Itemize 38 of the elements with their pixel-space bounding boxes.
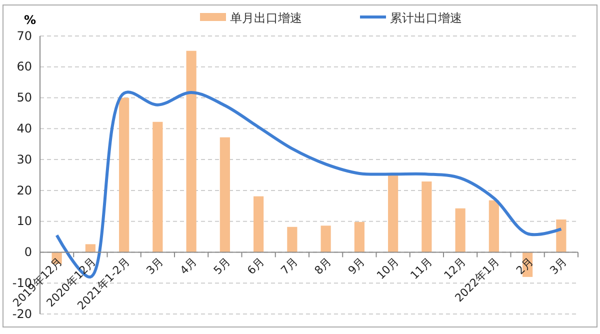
y-tick-label: 60 — [16, 60, 32, 74]
x-tick-label: 9月 — [346, 255, 368, 278]
bar — [186, 50, 196, 252]
x-tick-label: 8月 — [312, 255, 334, 278]
x-tick-label: 3月 — [144, 255, 166, 278]
bar — [455, 208, 466, 252]
y-axis-title: % — [24, 13, 36, 27]
bar — [254, 196, 264, 252]
y-tick-label: 20 — [16, 183, 32, 198]
bar — [152, 122, 163, 252]
x-tick-label: 7月 — [278, 255, 300, 278]
legend-label: 单月出口增速 — [230, 11, 302, 25]
bar — [488, 200, 499, 252]
y-tick-label: 40 — [16, 122, 32, 136]
bar — [287, 226, 298, 252]
bar — [119, 98, 130, 252]
y-tick-label: 0 — [24, 245, 32, 260]
bar — [85, 244, 96, 252]
y-tick-label: 10 — [16, 214, 32, 228]
x-tick-label: 12月 — [442, 255, 468, 282]
x-tick-label: 5月 — [211, 255, 234, 278]
bar — [220, 137, 230, 252]
y-tick-label: -20 — [12, 306, 32, 321]
x-tick-label: 6月 — [244, 255, 267, 278]
bar — [354, 222, 364, 252]
x-tick-label: 10月 — [374, 255, 402, 282]
x-tick-label: 3月 — [547, 255, 570, 278]
y-tick-label: 50 — [16, 90, 32, 105]
bar — [388, 175, 398, 252]
x-tick-label: 11月 — [408, 255, 435, 282]
y-tick-label: 30 — [16, 152, 32, 166]
y-tick-label: 70 — [16, 28, 32, 43]
bar — [556, 219, 566, 252]
x-tick-label: 2月 — [514, 255, 536, 278]
x-tick-label: 4月 — [178, 255, 200, 278]
bar — [422, 181, 432, 252]
bar — [320, 226, 331, 252]
legend-label: 累计出口增速 — [390, 11, 462, 25]
